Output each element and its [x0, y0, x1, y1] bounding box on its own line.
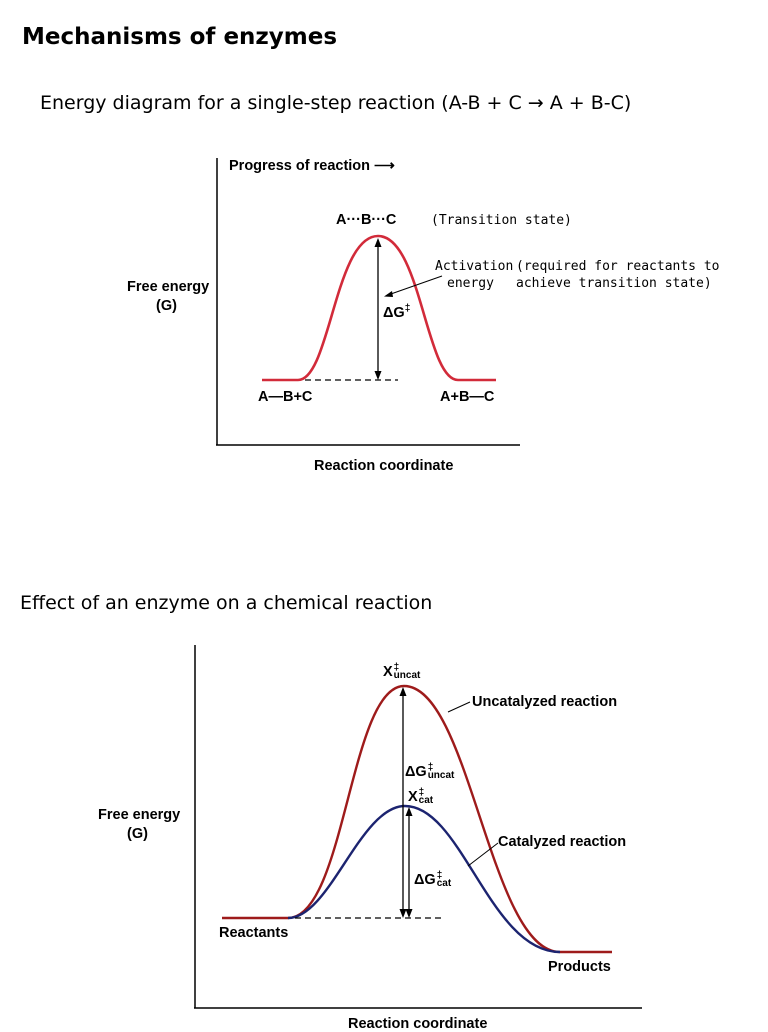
diagram1-reactants-label: A—B+C [258, 389, 313, 405]
catalyzed-curve [287, 804, 561, 954]
diagram2-x-axis-label: Reaction coordinate [348, 1016, 488, 1032]
diagram1-y-axis-label-line2: (G) [156, 298, 177, 314]
cat-arrowhead-up [405, 807, 413, 816]
x-cat-label: X‡ cat [408, 787, 434, 806]
uncat-arrowhead-down [399, 909, 407, 918]
activation-label-line2: energy [447, 276, 494, 291]
uncatalyzed-curve [222, 684, 612, 954]
diagram2-y-axis-label-line2: (G) [127, 826, 148, 842]
progress-of-reaction-label: Progress of reaction ⟶ [229, 158, 395, 174]
diagram1-reaction-curve [262, 234, 496, 382]
diagram1-products-label: A+B—C [440, 389, 495, 405]
products-label: Products [548, 959, 611, 975]
x-uncat-label: X‡ uncat [383, 662, 421, 681]
cat-arrowhead-down [405, 909, 413, 918]
catalyzed-reaction-label: Catalyzed reaction [498, 834, 627, 850]
transition-state-note: (Transition state) [431, 213, 572, 228]
activation-note-line1: (required for reactants to [516, 259, 720, 274]
transition-state-species: A···B···C [336, 212, 397, 228]
reactants-label: Reactants [219, 925, 289, 941]
section-heading-enzyme-effect: Effect of an enzyme on a chemical reacti… [20, 592, 433, 614]
cat-leader-line [467, 842, 499, 867]
diagram1-delta-g-label: ΔG‡ [383, 303, 411, 321]
uncat-arrowhead-up [399, 687, 407, 696]
activation-note-line2: achieve transition state) [516, 276, 712, 291]
diagram1-arrowhead-up [374, 238, 382, 247]
diagram1-arrowhead-down [374, 371, 382, 380]
uncatalyzed-reaction-label: Uncatalyzed reaction [472, 694, 618, 710]
delta-g-uncat-label: ΔG‡ uncat [405, 762, 455, 781]
diagram1-pointer-line [387, 275, 443, 296]
section-heading-energy-diagram: Energy diagram for a single-step reactio… [40, 92, 632, 114]
diagram2-y-axis-label-line1: Free energy [98, 807, 181, 823]
diagram1-y-axis-label-line1: Free energy [127, 279, 210, 295]
uncat-leader-line [447, 701, 471, 713]
page-title: Mechanisms of enzymes [22, 24, 338, 50]
delta-g-cat-label: ΔG‡ cat [414, 870, 452, 889]
diagram1-x-axis-label: Reaction coordinate [314, 458, 454, 474]
diagram1-pointer-arrowhead [384, 291, 393, 297]
activation-label-line1: Activation [435, 259, 514, 274]
